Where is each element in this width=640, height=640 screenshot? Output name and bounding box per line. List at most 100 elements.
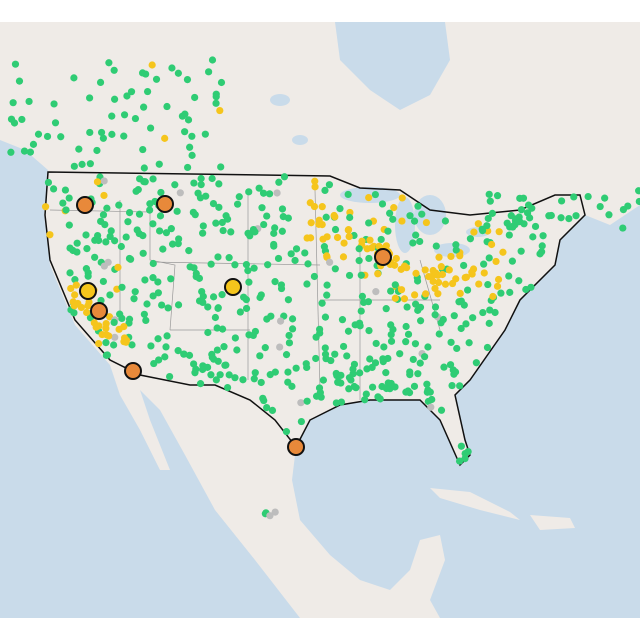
station-marker — [131, 288, 139, 296]
station-marker — [202, 192, 210, 200]
station-marker — [242, 304, 251, 313]
station-marker — [163, 102, 171, 111]
station-marker — [208, 56, 217, 64]
station-marker — [509, 222, 517, 231]
station-marker — [456, 289, 464, 297]
station-marker — [486, 197, 494, 205]
station-marker — [128, 341, 136, 349]
station-marker — [205, 68, 213, 76]
station-marker — [259, 189, 268, 197]
station-marker — [223, 383, 232, 392]
station-marker — [635, 197, 640, 206]
station-marker — [536, 250, 544, 258]
station-marker — [427, 403, 435, 411]
station-marker — [198, 365, 207, 374]
station-marker — [223, 215, 232, 223]
land — [0, 22, 640, 618]
station-marker — [288, 325, 297, 333]
station-marker — [331, 350, 339, 358]
station-marker — [199, 222, 207, 230]
station-marker — [392, 254, 400, 263]
station-marker — [431, 303, 440, 311]
station-marker — [321, 186, 329, 195]
station-marker — [215, 180, 223, 188]
station-marker — [390, 204, 398, 212]
station-marker — [84, 272, 92, 280]
station-marker — [161, 353, 169, 361]
station-marker — [131, 114, 140, 123]
station-marker — [245, 278, 253, 286]
station-marker — [480, 269, 488, 277]
station-marker — [310, 272, 319, 281]
station-marker — [7, 115, 16, 123]
station-marker — [276, 343, 284, 351]
station-marker — [86, 160, 94, 168]
station-marker — [426, 388, 434, 396]
station-marker — [250, 375, 258, 383]
station-marker — [406, 212, 414, 220]
station-marker — [416, 237, 424, 246]
station-marker — [108, 130, 116, 138]
station-marker — [143, 300, 151, 308]
station-marker — [377, 235, 385, 244]
station-marker — [143, 87, 152, 96]
station-marker — [572, 212, 580, 220]
station-marker — [91, 253, 99, 261]
station-marker — [164, 304, 172, 312]
station-marker — [271, 278, 279, 286]
station-marker — [100, 177, 108, 185]
station-marker — [108, 112, 116, 120]
station-marker — [157, 188, 165, 197]
station-marker — [422, 290, 430, 298]
station-marker — [142, 316, 150, 325]
station-marker — [301, 249, 309, 257]
station-marker — [270, 229, 278, 237]
station-marker — [380, 343, 388, 351]
station-marker — [44, 178, 53, 187]
station-marker — [307, 234, 315, 242]
station-marker — [178, 112, 187, 120]
station-marker — [311, 183, 319, 191]
station-marker — [360, 298, 368, 307]
station-marker — [191, 93, 199, 102]
station-marker — [102, 320, 110, 328]
station-marker — [517, 247, 525, 255]
station-marker — [218, 218, 226, 227]
station-marker — [231, 334, 239, 342]
station-marker — [26, 148, 35, 156]
station-marker — [326, 258, 334, 266]
hispaniola — [530, 515, 575, 530]
station-marker — [297, 417, 305, 426]
station-marker — [139, 249, 147, 257]
station-marker — [363, 245, 371, 253]
station-marker — [101, 220, 109, 229]
station-marker — [318, 299, 326, 307]
station-marker — [73, 239, 81, 247]
station-marker — [479, 308, 487, 317]
station-marker — [83, 244, 91, 253]
station-marker — [517, 206, 526, 214]
station-marker — [7, 148, 15, 156]
station-marker — [167, 275, 175, 283]
station-marker — [416, 303, 425, 311]
station-marker — [538, 242, 546, 250]
station-marker — [72, 281, 80, 289]
station-marker — [123, 92, 131, 100]
station-marker — [278, 227, 286, 235]
station-marker — [605, 211, 613, 219]
station-marker — [90, 302, 108, 320]
station-marker — [351, 321, 359, 329]
station-marker — [344, 190, 352, 199]
station-marker — [318, 203, 326, 211]
station-marker — [107, 227, 115, 235]
station-marker — [336, 204, 344, 213]
station-marker — [345, 385, 353, 393]
station-marker — [362, 390, 370, 398]
station-marker — [86, 94, 94, 102]
basemap — [0, 22, 640, 618]
station-marker — [282, 428, 291, 436]
station-marker — [154, 289, 162, 297]
station-marker — [462, 273, 470, 281]
station-marker — [492, 257, 500, 266]
station-marker — [284, 378, 292, 386]
